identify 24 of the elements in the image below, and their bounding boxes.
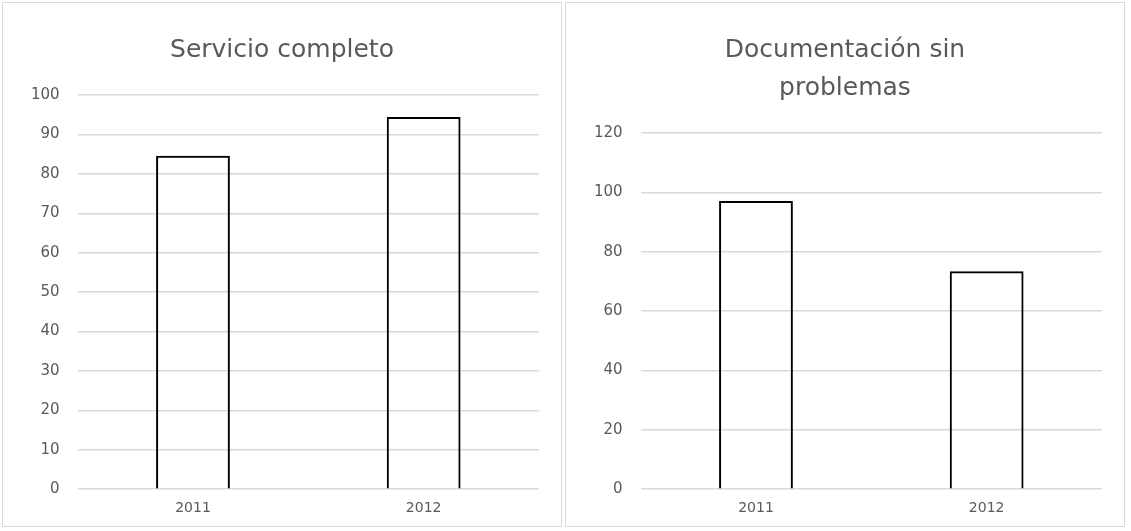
y-tick-label: 80 <box>603 241 623 260</box>
y-tick-label: 40 <box>603 360 623 379</box>
y-tick-label: 100 <box>593 182 623 201</box>
y-tick-label: 20 <box>40 400 60 419</box>
y-tick-label: 50 <box>40 281 60 300</box>
x-tick-label: 2012 <box>968 499 1005 516</box>
y-tick-label: 30 <box>40 360 60 379</box>
chart-title: Documentación sin problemas <box>723 33 967 103</box>
x-tick-label: 2012 <box>405 499 442 516</box>
x-tick-label: 2011 <box>175 499 211 516</box>
y-tick-label: 0 <box>50 479 60 498</box>
y-tick-label: 60 <box>603 300 623 319</box>
y-tick-label: 60 <box>40 242 60 261</box>
y-tick-label: 10 <box>40 439 60 458</box>
y-tick-label: 70 <box>40 203 60 222</box>
y-tick-label: 0 <box>613 479 623 498</box>
x-tick-label: 2011 <box>738 499 774 516</box>
y-tick-label: 90 <box>40 124 60 143</box>
y-tick-label: 80 <box>40 163 60 182</box>
y-tick-label: 40 <box>40 321 60 340</box>
y-tick-label: 20 <box>603 419 623 438</box>
y-tick-label: 100 <box>30 84 60 103</box>
chart-title: Servicio completo <box>169 33 395 65</box>
y-tick-label: 120 <box>593 122 623 141</box>
